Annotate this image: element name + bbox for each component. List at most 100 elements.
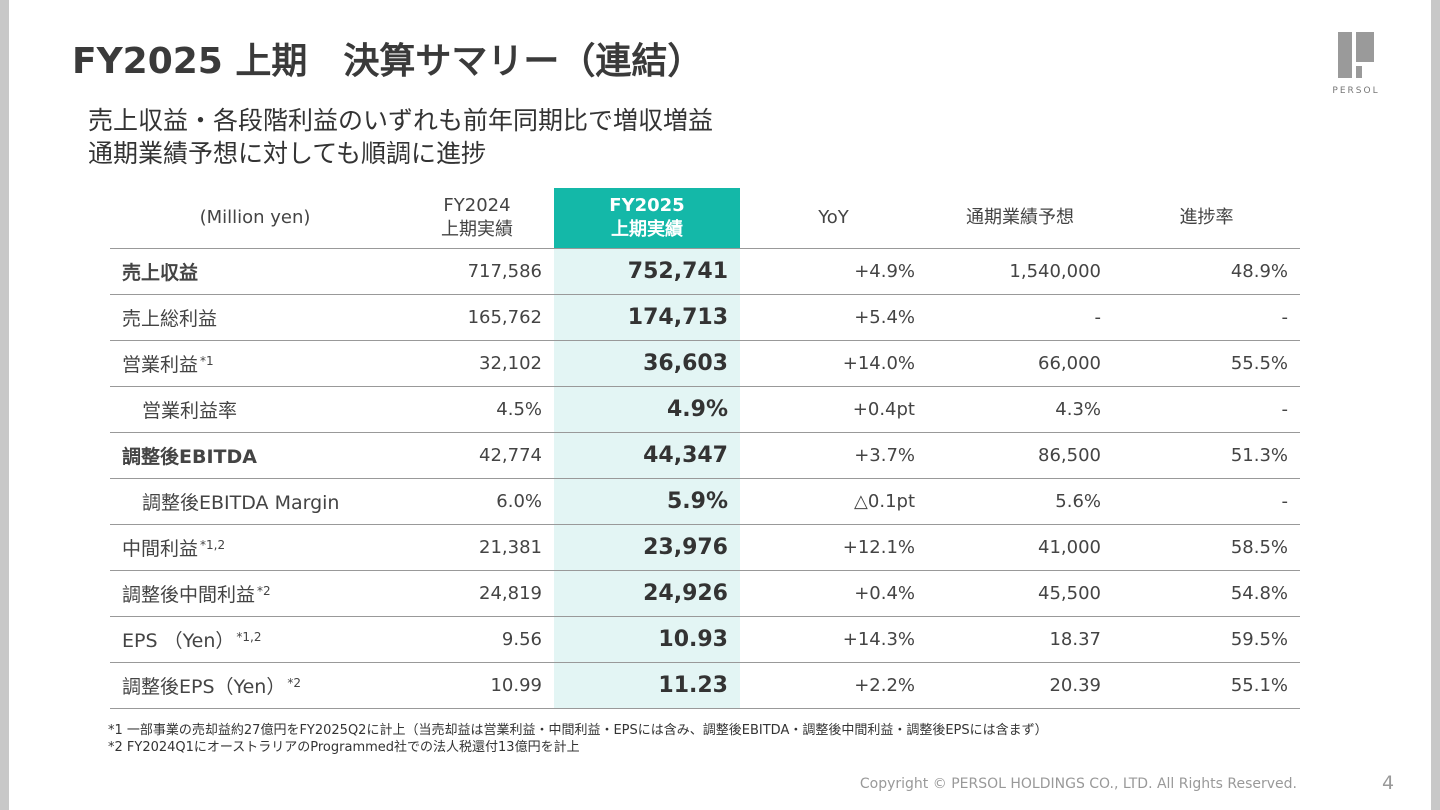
- cell: 6.0%: [400, 478, 554, 525]
- page-number: 4: [1382, 772, 1395, 794]
- cell: 5.6%: [927, 478, 1113, 525]
- label-text: 中間利益: [122, 538, 199, 560]
- cell: 4.5%: [400, 386, 554, 433]
- cell: 20.39: [927, 662, 1113, 709]
- table-row: 調整後中間利益 *2 24,819 24,926 +0.4% 45,500 54.8%: [110, 570, 1300, 617]
- table-row: EPS （Yen） *1,2 9.56 10.93 +14.3% 18.37 59.5%: [110, 616, 1300, 663]
- cell: 23,976: [554, 524, 740, 571]
- row-label: 調整後中間利益 *2: [110, 570, 400, 617]
- table-row: 営業利益 *1 32,102 36,603 +14.0% 66,000 55.5%: [110, 340, 1300, 387]
- row-label: EPS （Yen） *1,2: [110, 616, 400, 663]
- cell: 4.3%: [927, 386, 1113, 433]
- cell: 42,774: [400, 432, 554, 479]
- table-row: 調整後EBITDA 42,774 44,347 +3.7% 86,500 51.3%: [110, 432, 1300, 479]
- label-text: EPS （Yen）: [122, 630, 235, 652]
- logo-text: PERSOL: [1332, 86, 1380, 96]
- column-header: 進捗率: [1113, 188, 1300, 249]
- footnote-ref: *1,2: [236, 630, 262, 644]
- cell: △0.1pt: [740, 478, 927, 525]
- footnotes: *1 一部事業の売却益約27億円をFY2025Q2に計上（当売却益は営業利益・中…: [108, 722, 1048, 756]
- table-row: 売上総利益 165,762 174,713 +5.4% - -: [110, 294, 1300, 341]
- cell: 24,819: [400, 570, 554, 617]
- header-line: (Million yen): [199, 207, 311, 228]
- row-label: 調整後EBITDA: [110, 432, 400, 479]
- cell: +12.1%: [740, 524, 927, 571]
- column-header: 通期業績予想: [927, 188, 1113, 249]
- table-row: 中間利益 *1,2 21,381 23,976 +12.1% 41,000 58.5%: [110, 524, 1300, 571]
- logo: PERSOL: [1326, 30, 1386, 96]
- cell: 41,000: [927, 524, 1113, 571]
- footnote: *2 FY2024Q1にオーストラリアのProgrammed社での法人税還付13…: [108, 740, 580, 755]
- row-label: 売上収益: [110, 248, 400, 295]
- cell: 55.5%: [1113, 340, 1300, 387]
- cell: 10.93: [554, 616, 740, 663]
- column-header: FY2025 上期実績: [554, 188, 740, 249]
- cell: 55.1%: [1113, 662, 1300, 709]
- header-line: FY2025: [609, 195, 685, 216]
- cell: 9.56: [400, 616, 554, 663]
- row-label: 調整後EPS（Yen） *2: [110, 662, 400, 709]
- cell: 51.3%: [1113, 432, 1300, 479]
- cell: 4.9%: [554, 386, 740, 433]
- row-label: 調整後EBITDA Margin: [110, 478, 400, 525]
- header-line: 進捗率: [1179, 207, 1234, 228]
- cell: 54.8%: [1113, 570, 1300, 617]
- footnote-ref: *2: [257, 584, 271, 598]
- label-text: 調整後EBITDA Margin: [142, 492, 340, 514]
- copyright: Copyright © PERSOL HOLDINGS CO., LTD. Al…: [859, 776, 1297, 792]
- column-header: YoY: [740, 188, 927, 249]
- cell: +5.4%: [740, 294, 927, 341]
- cell: +0.4pt: [740, 386, 927, 433]
- label-text: 調整後中間利益: [122, 584, 256, 606]
- footnote-ref: *1,2: [200, 538, 226, 552]
- cell: +4.9%: [740, 248, 927, 295]
- row-label: 中間利益 *1,2: [110, 524, 400, 571]
- cell: 44,347: [554, 432, 740, 479]
- cell: 59.5%: [1113, 616, 1300, 663]
- cell: 5.9%: [554, 478, 740, 525]
- cell: 36,603: [554, 340, 740, 387]
- row-label: 売上総利益: [110, 294, 400, 341]
- cell: 11.23: [554, 662, 740, 709]
- cell: 10.99: [400, 662, 554, 709]
- title: FY2025 上期 決算サマリー（連結）: [72, 41, 704, 82]
- label-text: 調整後EBITDA: [122, 446, 257, 468]
- cell: +14.3%: [740, 616, 927, 663]
- cell: 24,926: [554, 570, 740, 617]
- column-header: FY2024 上期実績: [400, 188, 554, 249]
- table-row: 調整後EBITDA Margin 6.0% 5.9% △0.1pt 5.6% -: [110, 478, 1300, 525]
- header-line: FY2024: [443, 195, 511, 216]
- cell: 21,381: [400, 524, 554, 571]
- cell: 1,540,000: [927, 248, 1113, 295]
- cell: -: [1113, 386, 1300, 433]
- cell: 58.5%: [1113, 524, 1300, 571]
- cell: -: [1113, 294, 1300, 341]
- header-line: 上期実績: [441, 219, 513, 240]
- header-line: 上期実績: [611, 219, 683, 240]
- summary-table: (Million yen) FY2024 上期実績 FY2025 上期実績 YoY 通期業績…: [110, 188, 1300, 709]
- table-row: 営業利益率 4.5% 4.9% +0.4pt 4.3% -: [110, 386, 1300, 433]
- subtitle-line: 通期業績予想に対しても順調に進捗: [88, 139, 487, 168]
- column-header: (Million yen): [110, 188, 400, 249]
- cell: +2.2%: [740, 662, 927, 709]
- footnote-ref: *1: [200, 354, 214, 368]
- cell: 32,102: [400, 340, 554, 387]
- label-text: 売上収益: [122, 262, 199, 284]
- label-text: 調整後EPS（Yen）: [122, 676, 286, 698]
- cell: -: [927, 294, 1113, 341]
- header-line: 通期業績予想: [966, 207, 1074, 228]
- cell: +0.4%: [740, 570, 927, 617]
- border: [1431, 0, 1440, 810]
- cell: 174,713: [554, 294, 740, 341]
- cell: 66,000: [927, 340, 1113, 387]
- cell: +3.7%: [740, 432, 927, 479]
- cell: 752,741: [554, 248, 740, 295]
- cell: 717,586: [400, 248, 554, 295]
- cell: 165,762: [400, 294, 554, 341]
- border: [0, 0, 9, 810]
- row-label: 営業利益率: [110, 386, 400, 433]
- subtitle: 売上収益・各段階利益のいずれも前年同期比で増収増益 通期業績予想に対しても順調に…: [88, 104, 713, 170]
- footnote: *1 一部事業の売却益約27億円をFY2025Q2に計上（当売却益は営業利益・中…: [108, 723, 1048, 738]
- row-label: 営業利益 *1: [110, 340, 400, 387]
